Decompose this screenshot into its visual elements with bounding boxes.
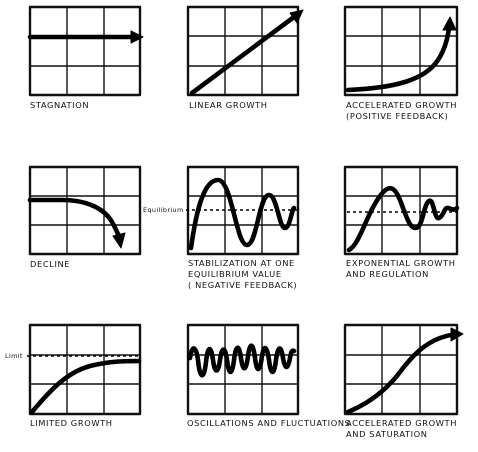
- saturation-curve: [345, 332, 455, 415]
- panel-frame: [28, 323, 142, 416]
- panel-oscillations: [186, 323, 300, 416]
- caption-linear-growth: Linear growth: [189, 100, 268, 110]
- stabilization-curve: [188, 177, 297, 251]
- limit-label: Limit: [5, 352, 23, 360]
- caption-oscillations: Oscillations and fluctuations: [187, 418, 351, 428]
- accelerated-growth-curve: [345, 25, 452, 93]
- caption-stagnation: Stagnation: [30, 100, 90, 110]
- exponential-regulation-curve: [346, 185, 460, 253]
- panel-frame: [343, 323, 459, 416]
- panel-exponential: [343, 165, 460, 256]
- panel-saturation: [343, 323, 464, 416]
- limited-growth-curve: [29, 358, 142, 415]
- arrowhead-icon: [442, 16, 457, 31]
- arrowhead-icon: [130, 30, 144, 44]
- caption-exponential-growth: Exponential growth and regulation: [346, 258, 456, 279]
- caption-limited-growth: Limited growth: [30, 418, 113, 428]
- panel-linear: [186, 5, 304, 97]
- oscillations-curve: [187, 343, 297, 378]
- panel-limited: [27, 323, 142, 416]
- panel-frame: [343, 165, 459, 256]
- panel-frame: [28, 5, 142, 97]
- caption-saturation: Accelerated growth and saturation: [346, 418, 458, 439]
- panel-frame: [186, 5, 300, 97]
- arrowhead-icon: [450, 327, 464, 342]
- panel-accelerated: [343, 5, 459, 97]
- equilibrium-label: Equilibrium: [143, 206, 184, 214]
- panel-frame: [28, 165, 142, 256]
- decline-curve: [27, 197, 122, 240]
- caption-accelerated-growth: Accelerated growth (Positive feedback): [346, 100, 458, 121]
- arrowhead-icon: [289, 9, 304, 24]
- linear-growth-curve: [189, 14, 297, 96]
- caption-decline: Decline: [30, 259, 71, 269]
- panel-frame: [186, 323, 300, 416]
- panel-frame: [343, 5, 459, 97]
- arrowhead-icon: [112, 232, 126, 249]
- panel-stabilization: [186, 165, 300, 256]
- panel-stagnation: [27, 5, 144, 97]
- caption-stabilization: Stabilization at one equilibrium value (…: [188, 258, 298, 290]
- panel-decline: [27, 165, 142, 256]
